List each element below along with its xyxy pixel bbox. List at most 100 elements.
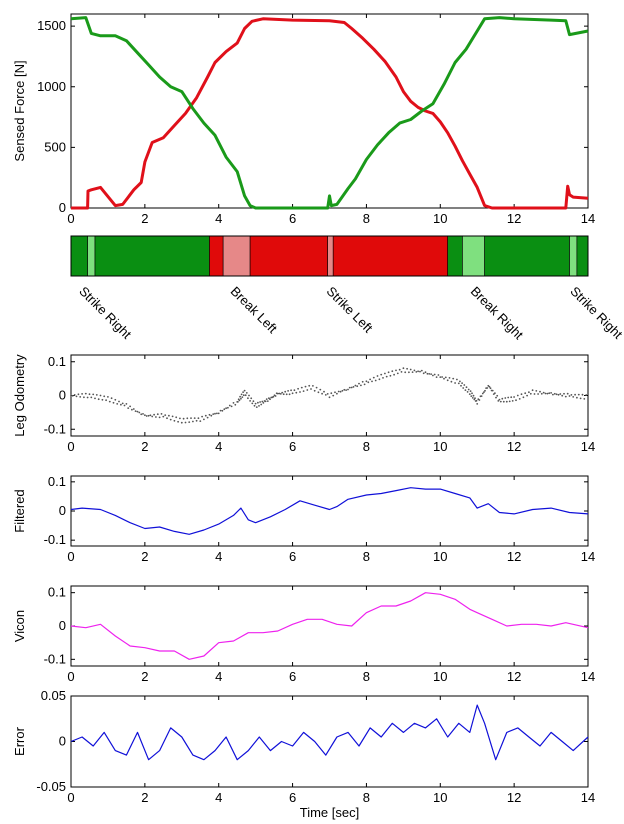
scatter-point: [459, 380, 461, 383]
scatter-point: [90, 396, 93, 399]
scatter-point: [328, 396, 331, 399]
scatter-point: [302, 390, 305, 392]
scatter-point: [295, 391, 298, 394]
scatter-point: [103, 395, 106, 398]
x-tick-label: 14: [581, 790, 595, 805]
scatter-point: [471, 392, 473, 395]
y-axis-label: Sensed Force [N]: [12, 60, 27, 161]
scatter-point: [276, 392, 279, 395]
scatter-point: [245, 392, 248, 394]
scatter-point: [234, 403, 237, 406]
scatter-point: [550, 392, 552, 394]
x-tick-label: 2: [141, 549, 148, 564]
scatter-point: [396, 372, 399, 375]
scatter-point: [522, 396, 525, 399]
scatter-point: [206, 416, 209, 419]
x-tick-label: 0: [67, 439, 74, 454]
x-tick-label: 6: [289, 790, 296, 805]
scatter-point: [518, 398, 521, 400]
scatter-point: [428, 373, 431, 375]
scatter-point: [204, 414, 207, 417]
scatter-point: [193, 417, 196, 419]
scatter-point: [510, 396, 513, 399]
scatter-point: [70, 394, 72, 397]
scatter-point: [461, 382, 463, 384]
scatter-point: [472, 394, 475, 397]
scatter-point: [208, 413, 211, 416]
scatter-point: [411, 371, 414, 373]
scatter-point: [108, 400, 111, 403]
scatter-point: [259, 401, 261, 403]
scatter-point: [404, 371, 407, 374]
scatter-point: [216, 412, 218, 415]
scatter-point: [413, 369, 416, 372]
x-tick-label: 12: [507, 669, 521, 684]
scatter-point: [378, 378, 381, 381]
scatter-point: [326, 393, 329, 395]
event-label: Break Left: [228, 284, 281, 337]
scatter-point: [448, 377, 451, 379]
scatter-point: [393, 373, 395, 376]
phase-frame: [70, 235, 589, 277]
scatter-point: [217, 412, 220, 415]
scatter-point: [242, 391, 245, 393]
scatter-point: [361, 380, 364, 383]
scatter-point: [120, 403, 122, 406]
scatter-point: [581, 393, 584, 396]
series-line-0-1: [70, 16, 589, 210]
scatter-point: [97, 398, 100, 401]
phase-segment: [87, 235, 96, 277]
scatter-point: [502, 400, 505, 403]
scatter-point: [306, 389, 309, 391]
scatter-point: [228, 404, 231, 407]
scatter-point: [437, 374, 440, 376]
scatter-point: [248, 394, 250, 397]
scatter-point: [169, 418, 172, 421]
plot-frame-5: [70, 695, 589, 788]
x-tick-label: 10: [433, 669, 447, 684]
scatter-point: [488, 385, 491, 388]
scatter-point: [105, 399, 107, 402]
scatter-point: [129, 405, 132, 408]
scatter-point: [555, 393, 558, 396]
scatter-point: [188, 421, 191, 423]
phase-segment: [70, 235, 88, 277]
scatter-point: [513, 396, 515, 398]
scatter-point: [529, 392, 532, 395]
scatter-point: [339, 390, 342, 393]
leg-odometry-points: [70, 367, 588, 424]
y-tick-label: 500: [44, 139, 66, 154]
plot-frame-2: [70, 354, 589, 437]
scatter-point: [531, 389, 534, 392]
scatter-point: [138, 411, 141, 414]
scatter-point: [363, 383, 366, 386]
scatter-point: [553, 392, 556, 395]
scatter-point: [101, 398, 104, 401]
scatter-point: [254, 402, 257, 405]
scatter-point: [446, 379, 449, 382]
scatter-point: [293, 389, 296, 392]
scatter-point: [319, 388, 322, 391]
scatter-point: [444, 376, 447, 379]
series-line-0-0: [71, 17, 589, 210]
scatter-point: [144, 414, 146, 417]
scatter-point: [323, 390, 325, 393]
scatter-point: [136, 410, 139, 413]
scatter-point: [577, 393, 580, 396]
event-label: Break Right: [468, 284, 527, 343]
scatter-point: [262, 402, 265, 404]
plot-frame-0: [70, 13, 589, 209]
y-axis-label: Leg Odometry: [12, 354, 27, 437]
x-tick-label: 0: [67, 211, 74, 226]
scatter-point: [471, 397, 474, 399]
scatter-point: [563, 392, 565, 395]
phase-segment: [249, 235, 328, 277]
scatter-point: [460, 384, 462, 387]
scatter-point: [454, 382, 456, 384]
phase-segment: [209, 235, 224, 277]
scatter-point: [118, 400, 120, 403]
x-axis-label: Time [sec]: [300, 805, 359, 820]
scatter-point: [539, 390, 541, 393]
scatter-point: [475, 399, 478, 402]
scatter-point: [131, 408, 133, 411]
